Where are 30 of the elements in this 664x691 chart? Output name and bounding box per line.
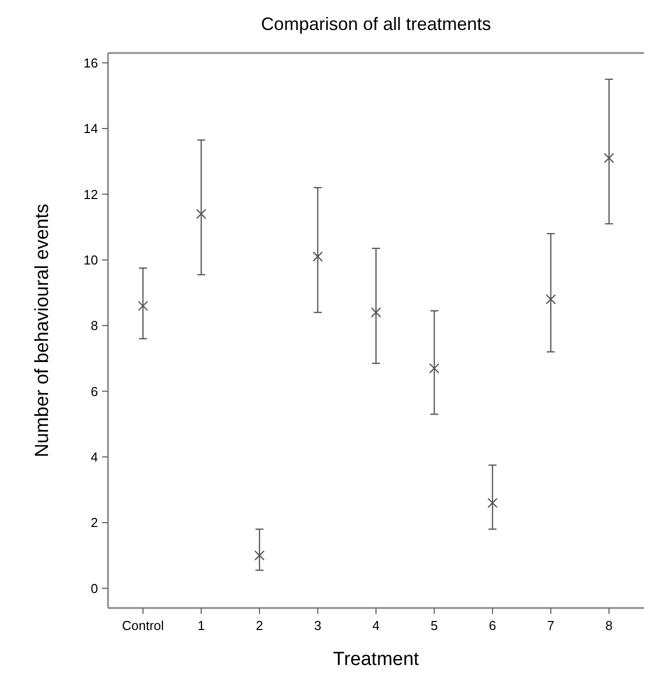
y-tick-label: 4: [90, 449, 98, 464]
x-tick-label: 7: [547, 618, 554, 633]
y-tick-label: 2: [90, 515, 98, 530]
y-axis-title: Number of behavioural events: [32, 204, 53, 458]
point: [546, 294, 556, 304]
point: [138, 300, 148, 311]
x-tick-label: Control: [122, 618, 164, 633]
point: [196, 208, 206, 220]
point: [254, 550, 265, 561]
point: [312, 252, 323, 262]
y-tick-label: 16: [84, 55, 98, 70]
x-tick-label: 1: [198, 618, 205, 633]
point: [604, 152, 614, 164]
x-axis-title: Treatment: [333, 649, 420, 670]
point: [487, 498, 498, 508]
y-tick-label: 14: [84, 121, 98, 136]
x-tick-label: 5: [430, 618, 438, 633]
x-tick-label: 2: [256, 618, 264, 633]
x-tick-label: 8: [605, 618, 613, 633]
y-tick-label: 0: [90, 580, 98, 596]
x-tick-label: 6: [488, 618, 496, 633]
y-tick-label: 6: [90, 384, 98, 399]
x-tick-label: 4: [372, 618, 380, 633]
point: [370, 307, 382, 318]
y-tick-label: 10: [84, 252, 98, 268]
chart-title: Comparison of all treatments: [260, 14, 492, 34]
x-tick-label: 3: [314, 618, 322, 633]
y-tick-label: 12: [84, 186, 98, 202]
y-tick-label: 8: [90, 318, 98, 334]
point: [429, 363, 440, 374]
